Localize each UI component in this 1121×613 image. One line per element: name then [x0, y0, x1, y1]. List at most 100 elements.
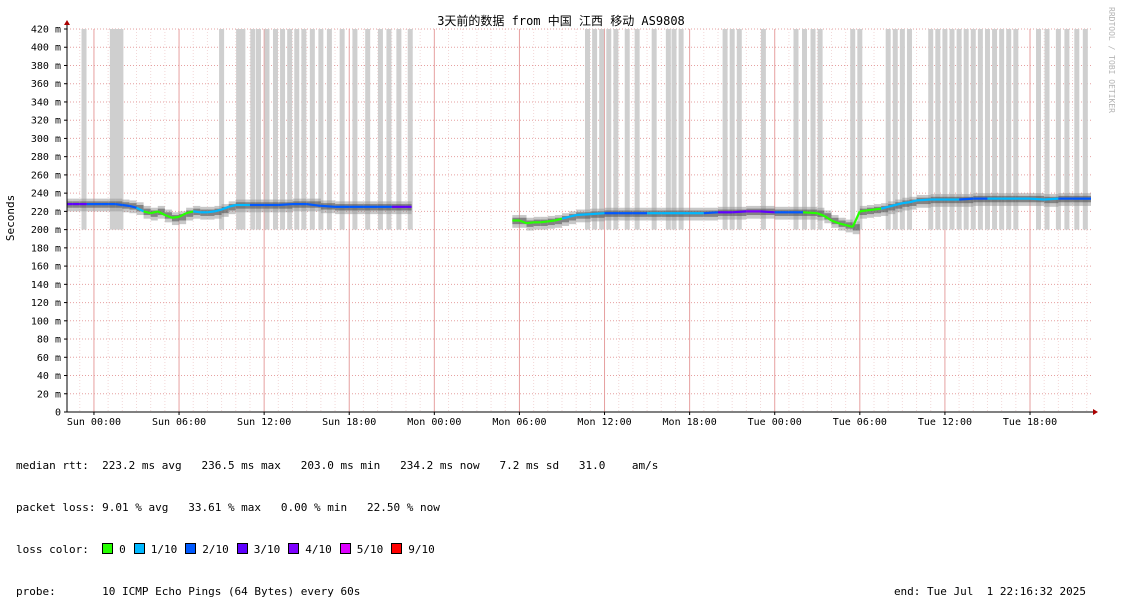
median-rtt-segment — [306, 202, 322, 208]
median-rtt-segment — [859, 209, 868, 213]
median-rtt-segment — [164, 214, 173, 219]
chart-legend: median rtt: 223.2 ms avg 236.5 ms max 20… — [16, 431, 1116, 613]
median-rtt-segment — [157, 210, 166, 217]
smoke-core — [824, 213, 832, 220]
loss-spike — [386, 29, 392, 230]
median-rtt-segment — [185, 210, 194, 215]
loss-color-text: 3/10 — [253, 543, 281, 556]
smoke-core — [569, 214, 577, 221]
smoke-core — [214, 208, 222, 216]
median-rtt-segment — [547, 219, 556, 223]
smoke-core — [221, 206, 229, 214]
loss-spike — [1036, 29, 1042, 230]
loss-color-item: 0 — [102, 543, 126, 556]
median-rtt-segment — [873, 207, 882, 211]
chart-title: 3天前的数据 from 中国 江西 移动 AS9808 — [437, 13, 685, 28]
loss-spike — [318, 29, 324, 230]
y-tick-label: 280 m — [31, 152, 61, 163]
median-rtt-segment — [561, 215, 570, 220]
loss-spike — [365, 29, 371, 230]
loss-color-text: 9/10 — [408, 543, 435, 556]
packet-loss-label: packet loss: — [16, 501, 96, 514]
median-rtt-segment — [845, 223, 854, 228]
y-tick-label: 80 m — [37, 335, 61, 346]
loss-spikes — [81, 29, 1088, 230]
loss-spike — [624, 29, 630, 230]
loss-spike — [1082, 29, 1088, 230]
median-rtt-values: 223.2 ms avg 236.5 ms max 203.0 ms min 2… — [102, 459, 659, 472]
loss-spike — [81, 29, 87, 230]
smoke-core — [909, 199, 917, 206]
loss-color-item: 2/10 — [185, 543, 229, 556]
loss-spike — [810, 29, 816, 230]
x-tick-label: Tue 18:00 — [1003, 417, 1057, 428]
median-rtt-segment — [823, 215, 833, 222]
y-tick-label: 180 m — [31, 243, 61, 254]
loss-spike — [956, 29, 962, 230]
y-tick-label: 240 m — [31, 189, 61, 200]
y-tick-labels: 0 20 m 40 m 60 m 80 m 100 m 120 m 140 m 160 m 180… — [31, 25, 67, 419]
loss-spike — [802, 29, 808, 230]
loss-spike — [935, 29, 941, 230]
loss-spike — [722, 29, 728, 230]
packet-loss-values: 9.01 % avg 33.61 % max 0.00 % min 22.50 … — [102, 501, 440, 514]
median-rtt-segment — [838, 222, 846, 227]
y-tick-label: 100 m — [31, 316, 61, 327]
x-tick-label: Mon 00:00 — [407, 417, 461, 428]
median-rtt-segment — [554, 217, 563, 222]
loss-spike — [970, 29, 976, 230]
median-rtt-segment — [207, 210, 215, 214]
loss-spike — [396, 29, 402, 230]
loss-spike — [671, 29, 677, 230]
smoke-core — [136, 204, 144, 212]
loss-spike — [665, 29, 671, 230]
loss-spike — [352, 29, 358, 230]
y-tick-label: 400 m — [31, 43, 61, 54]
loss-color-label: loss color: — [16, 543, 89, 556]
loss-color-item: 5/10 — [339, 543, 383, 556]
loss-spike — [949, 29, 955, 230]
x-tick-label: Tue 00:00 — [748, 417, 802, 428]
median-rtt-segment — [866, 208, 875, 212]
loss-spike — [736, 29, 742, 230]
loss-spike — [1064, 29, 1070, 230]
loss-spike — [118, 29, 124, 230]
median-rtt-segment — [831, 219, 839, 225]
loss-spike — [1006, 29, 1012, 230]
x-tick-label: Sun 18:00 — [322, 417, 376, 428]
y-tick-label: 320 m — [31, 116, 61, 127]
y-tick-label: 260 m — [31, 170, 61, 181]
loss-color-swatch — [339, 543, 351, 554]
median-rtt-segment — [576, 213, 591, 217]
median-rtt-segment — [590, 212, 605, 216]
loss-spike — [1013, 29, 1019, 230]
smoke-core — [881, 205, 889, 213]
loss-spike — [760, 29, 766, 230]
smoke-core — [150, 210, 158, 217]
loss-spike — [377, 29, 383, 230]
loss-color-text: 1/10 — [150, 543, 178, 556]
x-axis-arrow — [1093, 409, 1098, 415]
median-rtt-row: median rtt: 223.2 ms avg 236.5 ms max 20… — [16, 459, 1116, 473]
loss-spike — [109, 29, 115, 230]
median-rtt-segment — [193, 210, 201, 214]
loss-spike — [280, 29, 286, 230]
loss-spike — [999, 29, 1005, 230]
median-rtt-segment — [171, 215, 180, 219]
median-rtt-segment — [887, 203, 896, 208]
loss-spike — [928, 29, 934, 230]
loss-spike — [963, 29, 969, 230]
y-tick-label: 140 m — [31, 280, 61, 291]
median-rtt-segment — [135, 206, 145, 213]
loss-spike — [906, 29, 912, 230]
end-timestamp: end: Tue Jul 1 22:16:32 2025 — [893, 585, 1086, 598]
y-tick-label: 40 m — [37, 371, 61, 382]
loss-color-item: 9/10 — [391, 543, 435, 556]
median-rtt-segment — [1029, 197, 1045, 201]
y-tick-label: 340 m — [31, 97, 61, 108]
loss-spike — [250, 29, 256, 230]
median-rtt-segment — [703, 211, 719, 215]
loss-spike — [793, 29, 799, 230]
loss-spike — [264, 29, 270, 230]
smoke-core — [228, 204, 236, 211]
